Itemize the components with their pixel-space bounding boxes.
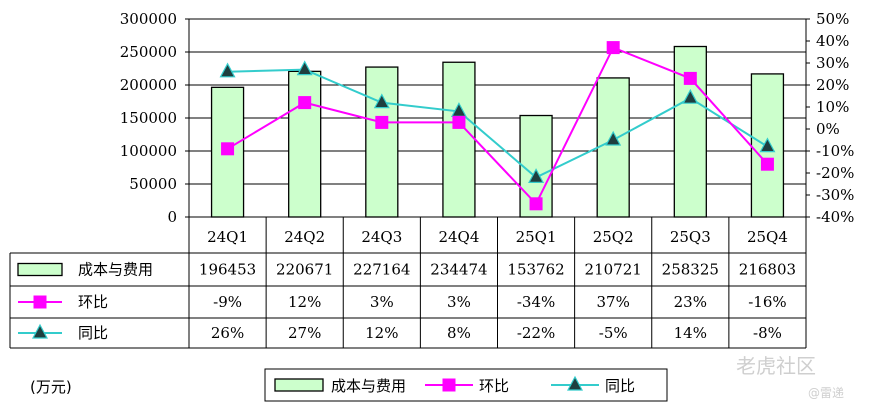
data-point [452,115,466,129]
bar [365,66,399,218]
data-label: -34% [517,293,555,311]
data-point [605,130,622,146]
y-right-tick-label: 40% [816,32,849,50]
y-right-tick-label: -30% [816,186,854,204]
y-right-tick-label: -40% [816,208,854,226]
data-point [375,115,389,129]
axes: 0 50000 100000 150000 200000 250000 300000 -40%… [120,10,855,226]
y-right-tick-label: 30% [816,54,849,72]
data-label: 220671 [276,261,333,279]
data-point [528,168,545,183]
y-right-tick-label: 20% [816,76,849,94]
data-label: 210721 [585,261,642,279]
data-label: 26% [211,324,244,342]
data-label: -16% [748,293,786,311]
data-point [683,71,697,85]
data-label: -5% [599,324,628,342]
y-right-tick-label: -20% [816,164,854,182]
x-tick-label: 24Q3 [361,228,402,246]
data-label: 234474 [430,261,487,279]
x-tick-label: 24Q4 [438,228,479,246]
data-label: 3% [370,293,394,311]
data-label: 258325 [662,261,719,279]
y-right-tick-label: 0% [816,120,840,138]
data-label: 227164 [353,261,410,279]
data-label: 12% [365,324,398,342]
data-label: 12% [288,293,321,311]
legend-label: 成本与费用 [331,377,406,395]
y-left-tick-label: 150000 [120,109,177,127]
data-label: 37% [597,293,630,311]
x-tick-label: 25Q2 [593,228,634,246]
data-label: 14% [674,324,707,342]
legend-key [17,262,63,277]
data-label: 23% [674,293,707,311]
x-tick-label: 25Q3 [670,228,711,246]
series-line [227,46,769,206]
data-point [33,295,47,309]
data-point [296,60,313,76]
data-label: 8% [447,324,471,342]
x-tick-label: 25Q1 [516,228,557,246]
table-row-label: 环比 [78,293,108,311]
data-label: 153762 [507,261,564,279]
y-left-tick-label: 0 [167,208,177,226]
data-point [31,323,49,339]
y-left-tick-label: 300000 [120,10,177,28]
watermark-subtext: @雷递 [808,386,845,400]
legend-label: 环比 [479,377,509,395]
y-right-tick-label: -10% [816,142,854,160]
y-left-tick-label: 50000 [129,175,177,193]
table-row-label: 同比 [78,324,108,342]
legend-label: 同比 [605,377,635,395]
y-right-tick-label: 50% [816,10,849,28]
unit-label: (万元) [30,378,72,396]
data-label: 27% [288,324,321,342]
x-tick-label: 24Q1 [207,228,248,246]
data-table: 24Q1 24Q2 24Q3 24Q4 25Q1 25Q2 25Q3 25Q4 成本与费用 196… [9,217,807,349]
data-point [219,62,236,78]
table-row-label: 成本与费用 [78,261,153,279]
bar [442,61,476,218]
data-point [221,142,235,156]
data-point [606,41,620,55]
data-point [566,375,584,391]
data-label: 196453 [199,261,256,279]
bar-series [210,45,785,218]
data-point [760,157,774,171]
gridlines [189,18,806,185]
y-left-tick-label: 200000 [120,76,177,94]
x-tick-label: 24Q2 [284,228,325,246]
y-left-tick-label: 250000 [120,43,177,61]
data-point [373,93,390,109]
y-left-tick-label: 100000 [120,142,177,160]
series-line [227,68,768,179]
data-point [298,96,312,110]
data-point [529,197,543,211]
data-point [759,137,776,153]
data-label: 216803 [739,261,796,279]
line-series [219,41,776,211]
y-right-tick-label: 10% [816,98,849,116]
data-label: -9% [213,293,242,311]
bar [288,70,322,218]
data-label: -22% [517,324,555,342]
data-label: -8% [753,324,782,342]
data-point [442,378,456,392]
watermark-text: 老虎社区 [736,354,816,378]
legend-key [274,378,324,392]
data-point [682,88,699,104]
legend: 成本与费用 环比 同比 [264,368,668,402]
bar [596,77,630,218]
x-tick-label: 25Q4 [747,228,788,246]
data-label: 3% [447,293,471,311]
